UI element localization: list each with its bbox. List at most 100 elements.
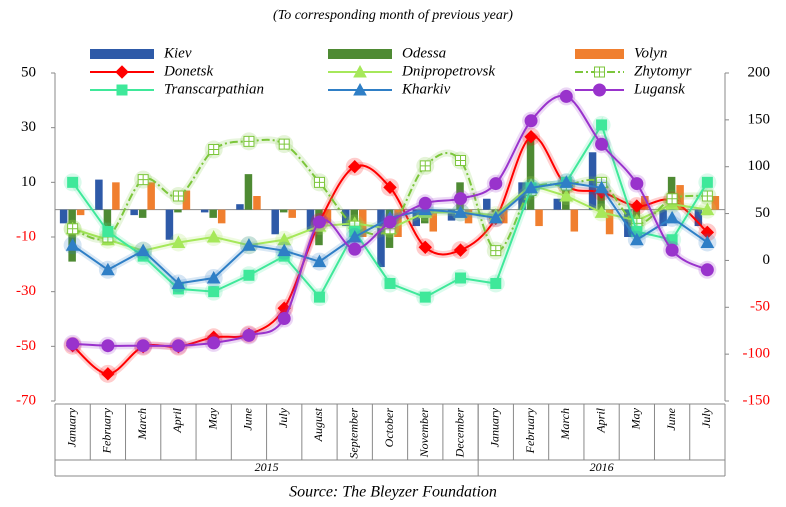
marker — [67, 176, 79, 188]
bar — [112, 182, 120, 210]
bar — [711, 196, 720, 210]
marker — [629, 232, 644, 246]
x-tick-label: May — [629, 407, 643, 430]
bar — [103, 209, 112, 229]
marker — [630, 177, 644, 191]
marker — [171, 235, 186, 248]
marker — [137, 174, 149, 186]
legend-label: Zhytomyr — [634, 63, 692, 79]
bar — [209, 209, 217, 218]
marker — [559, 188, 574, 202]
marker — [488, 210, 503, 224]
x-tick-label: July — [699, 407, 713, 428]
bar — [535, 209, 543, 227]
bar — [323, 209, 332, 224]
marker — [453, 243, 468, 257]
marker — [701, 190, 713, 202]
legend-label: Kiev — [163, 45, 192, 61]
y-tick-label: 50 — [21, 64, 36, 80]
marker — [630, 199, 644, 213]
bar — [147, 182, 155, 210]
marker — [171, 276, 186, 289]
legend-label: Volyn — [634, 45, 667, 61]
bar — [624, 209, 632, 237]
marker — [419, 160, 431, 172]
bar — [200, 209, 209, 213]
x-tick-label: June — [241, 407, 255, 430]
marker — [207, 336, 221, 350]
bar — [95, 179, 103, 210]
marker — [115, 65, 129, 79]
x-tick-label: February — [100, 407, 114, 454]
chart-source: Source: The Bleyzer Foundation — [289, 484, 497, 501]
y-tick-label: -70 — [16, 392, 36, 408]
x-tick-label: July — [276, 407, 290, 428]
bar — [236, 204, 244, 210]
bar — [632, 209, 641, 218]
y-tick-label: 10 — [21, 174, 36, 190]
marker — [455, 154, 467, 166]
marker — [595, 137, 609, 151]
marker — [490, 277, 502, 289]
x-tick-label: January — [64, 407, 78, 447]
marker — [102, 226, 114, 238]
marker — [66, 337, 80, 351]
legend-label: Kharkiv — [401, 81, 451, 97]
marker — [700, 263, 714, 277]
bar — [694, 209, 703, 227]
bar — [553, 198, 562, 210]
x-tick-label: August — [311, 407, 325, 442]
marker — [454, 192, 468, 206]
y-tick-label: -10 — [16, 228, 36, 244]
line — [71, 135, 709, 375]
bar — [641, 196, 649, 210]
x-tick-label: March — [135, 408, 149, 441]
bar — [130, 209, 138, 216]
marker — [353, 64, 367, 78]
bar — [217, 209, 226, 224]
marker — [455, 272, 467, 284]
marker — [594, 180, 609, 194]
marker — [278, 138, 290, 150]
chart-subtitle: (To corresponding month of previous year… — [273, 8, 513, 23]
marker — [384, 277, 396, 289]
year-label: 2016 — [590, 460, 614, 474]
legend-swatch — [575, 49, 624, 59]
marker — [312, 215, 326, 229]
marker — [65, 238, 80, 251]
marker — [559, 175, 574, 188]
y2-tick-label: -100 — [743, 346, 771, 362]
marker — [101, 367, 115, 381]
bar — [394, 209, 402, 237]
bar — [138, 209, 147, 218]
marker — [136, 243, 151, 257]
marker — [596, 119, 608, 131]
marker — [700, 202, 715, 216]
bar — [377, 209, 385, 268]
bar — [288, 209, 296, 218]
y2-tick-label: 50 — [755, 205, 770, 221]
y-tick-label: -50 — [16, 338, 36, 354]
bar — [271, 209, 279, 235]
marker — [666, 193, 678, 205]
marker — [136, 339, 150, 353]
legend-label: Lugansk — [633, 81, 685, 97]
marker — [242, 238, 256, 251]
x-tick-label: February — [523, 407, 537, 454]
marker — [524, 114, 538, 128]
bar — [412, 209, 421, 227]
x-tick-label: April — [170, 407, 184, 433]
bar — [500, 209, 508, 224]
bar — [429, 209, 438, 232]
y-tick-label: 30 — [21, 119, 36, 135]
bar — [570, 209, 579, 232]
marker — [208, 144, 220, 156]
marker — [206, 229, 221, 243]
marker — [171, 339, 185, 353]
y2-tick-label: 200 — [748, 64, 771, 80]
marker — [348, 160, 362, 174]
marker — [419, 291, 431, 303]
marker — [67, 223, 79, 235]
bar — [182, 190, 191, 210]
marker — [243, 135, 255, 147]
